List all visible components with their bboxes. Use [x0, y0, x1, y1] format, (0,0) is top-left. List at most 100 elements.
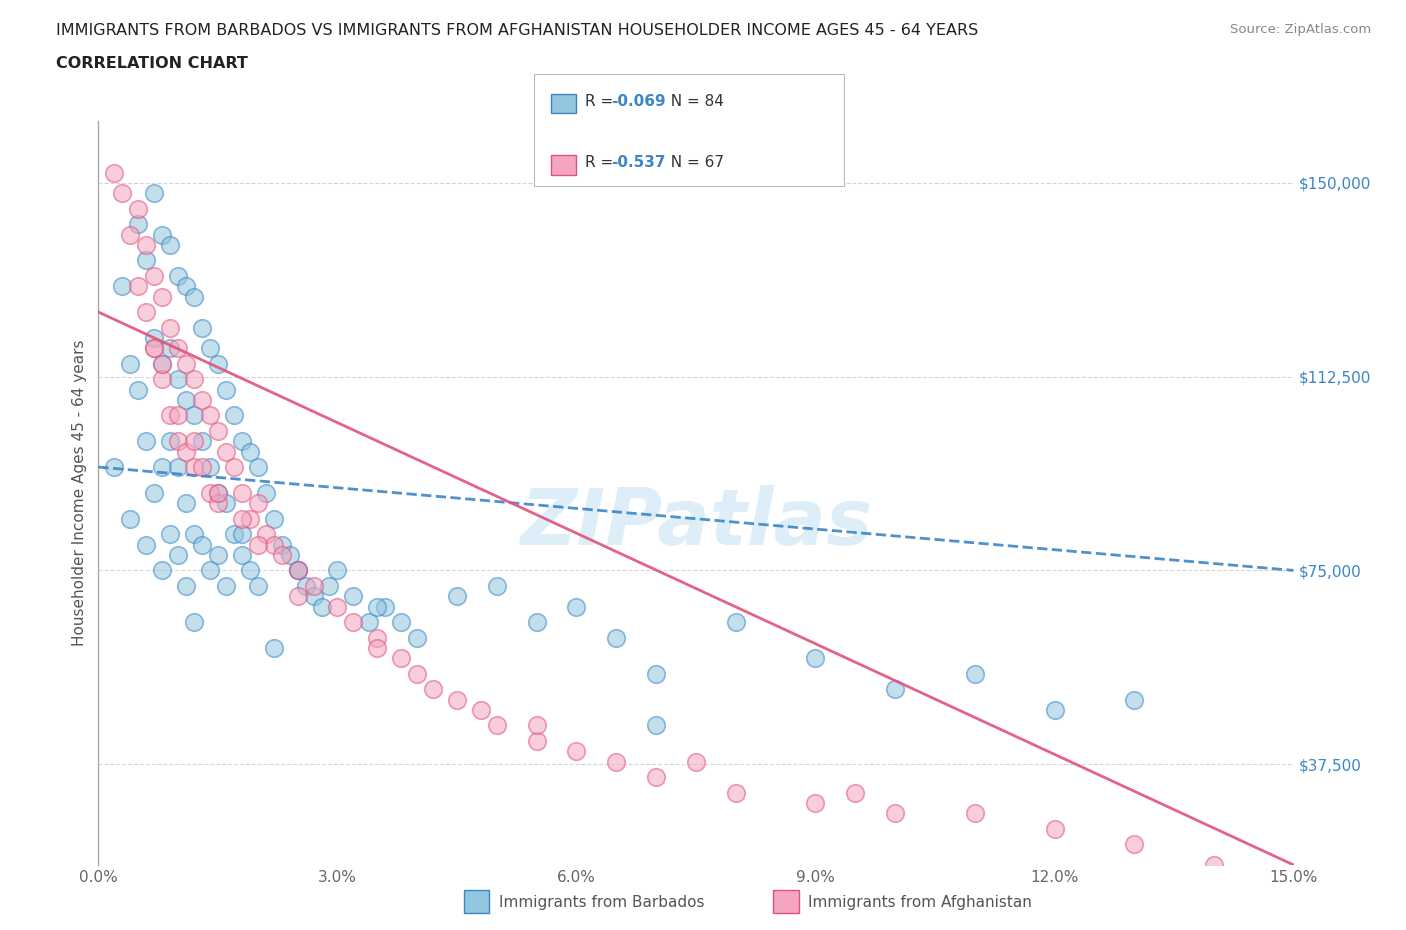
- Point: [150, 563, 173, 578]
- Point: [645, 770, 668, 785]
- Point: [183, 289, 205, 304]
- Point: [215, 382, 238, 397]
- Point: [884, 682, 907, 697]
- Point: [311, 599, 333, 614]
- Point: [278, 548, 301, 563]
- Point: [231, 433, 253, 448]
- Point: [565, 744, 588, 759]
- Point: [685, 754, 707, 769]
- Point: [174, 356, 197, 371]
- Point: [239, 512, 262, 526]
- Point: [120, 227, 142, 242]
- Point: [231, 548, 253, 563]
- Point: [150, 356, 173, 371]
- Point: [263, 641, 285, 656]
- Point: [174, 392, 197, 407]
- Point: [111, 279, 134, 294]
- Point: [724, 785, 747, 800]
- Point: [127, 279, 149, 294]
- Point: [135, 305, 157, 320]
- Point: [143, 340, 166, 355]
- Point: [326, 563, 349, 578]
- Text: CORRELATION CHART: CORRELATION CHART: [56, 56, 247, 71]
- Point: [207, 423, 229, 438]
- Point: [270, 538, 292, 552]
- Point: [174, 496, 197, 511]
- Point: [198, 459, 221, 474]
- Point: [150, 227, 173, 242]
- Point: [167, 433, 190, 448]
- Point: [1202, 857, 1225, 872]
- Point: [159, 433, 181, 448]
- Point: [183, 408, 205, 423]
- Point: [183, 433, 205, 448]
- Point: [287, 563, 309, 578]
- Point: [366, 641, 388, 656]
- Point: [143, 330, 166, 345]
- Point: [359, 615, 381, 630]
- Point: [150, 459, 173, 474]
- Point: [406, 666, 429, 681]
- Point: [366, 599, 388, 614]
- Point: [446, 692, 468, 707]
- Point: [183, 372, 205, 387]
- Point: [342, 615, 364, 630]
- Point: [1043, 821, 1066, 836]
- Point: [263, 538, 285, 552]
- Point: [963, 805, 986, 820]
- Point: [135, 237, 157, 252]
- Point: [207, 548, 229, 563]
- Point: [183, 526, 205, 541]
- Point: [645, 666, 668, 681]
- Point: [526, 615, 548, 630]
- Point: [167, 269, 190, 284]
- Point: [254, 485, 277, 500]
- Point: [120, 356, 142, 371]
- Point: [215, 445, 238, 459]
- Point: [645, 718, 668, 733]
- Point: [231, 512, 253, 526]
- Point: [239, 563, 262, 578]
- Point: [150, 372, 173, 387]
- Text: Source: ZipAtlas.com: Source: ZipAtlas.com: [1230, 23, 1371, 36]
- Point: [207, 485, 229, 500]
- Point: [191, 320, 214, 335]
- Point: [526, 734, 548, 749]
- Point: [222, 526, 245, 541]
- Point: [485, 718, 508, 733]
- Point: [287, 563, 309, 578]
- Point: [127, 201, 149, 216]
- Point: [159, 340, 181, 355]
- Point: [246, 538, 269, 552]
- Point: [342, 589, 364, 604]
- Point: [150, 289, 173, 304]
- Text: Immigrants from Afghanistan: Immigrants from Afghanistan: [808, 895, 1032, 910]
- Point: [287, 589, 309, 604]
- Text: Immigrants from Barbados: Immigrants from Barbados: [499, 895, 704, 910]
- Point: [470, 702, 492, 717]
- Point: [198, 485, 221, 500]
- Point: [135, 253, 157, 268]
- Point: [1043, 702, 1066, 717]
- Point: [103, 459, 125, 474]
- Point: [127, 382, 149, 397]
- Point: [246, 459, 269, 474]
- Point: [127, 217, 149, 232]
- Point: [198, 563, 221, 578]
- Point: [135, 538, 157, 552]
- Point: [167, 372, 190, 387]
- Point: [174, 445, 197, 459]
- Point: [120, 512, 142, 526]
- Point: [135, 433, 157, 448]
- Point: [167, 408, 190, 423]
- Point: [159, 237, 181, 252]
- Point: [191, 459, 214, 474]
- Point: [1123, 692, 1146, 707]
- Point: [191, 538, 214, 552]
- Point: [159, 408, 181, 423]
- Point: [222, 408, 245, 423]
- Point: [605, 754, 627, 769]
- Point: [167, 340, 190, 355]
- Point: [294, 578, 316, 593]
- Y-axis label: Householder Income Ages 45 - 64 years: Householder Income Ages 45 - 64 years: [72, 339, 87, 646]
